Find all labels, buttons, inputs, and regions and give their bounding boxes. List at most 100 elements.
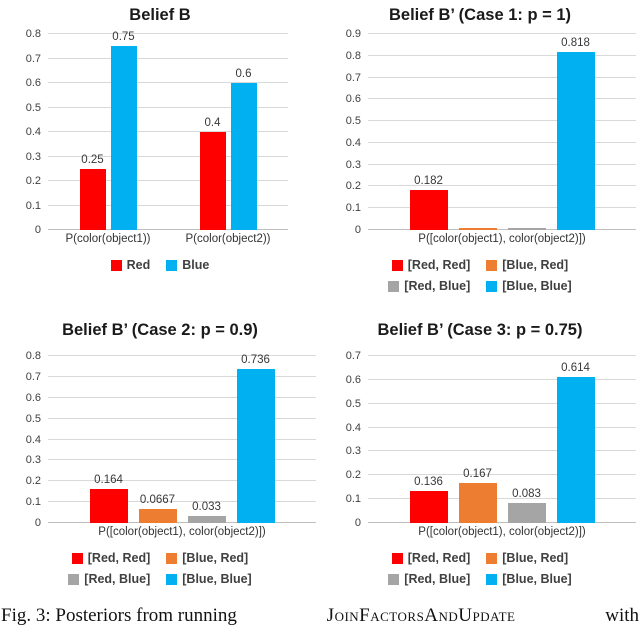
- x-axis-line: [368, 229, 636, 230]
- legend-entry: [Blue, Red]: [486, 551, 568, 565]
- gridline: [368, 98, 636, 100]
- x-category-label: P(color(object2)): [185, 233, 271, 245]
- y-tick-label: 0: [354, 517, 361, 529]
- gridline: [48, 501, 316, 503]
- legend-swatch-red-red: [391, 259, 403, 271]
- legend-entry: [Red, Blue]: [68, 572, 150, 586]
- data-label-blue-blue: 0.736: [241, 354, 270, 367]
- y-tick-label: 0.2: [25, 175, 41, 187]
- legend-swatch-red-blue: [388, 280, 400, 292]
- legend-label: [Blue, Blue]: [502, 572, 572, 586]
- gridline: [368, 33, 636, 34]
- gridline: [48, 459, 316, 461]
- legend: [Red, Red] [Blue, Red] [Red, Blue] [Blue, B…: [355, 258, 605, 293]
- legend-swatch-blue-red: [486, 259, 498, 271]
- y-tick-label: 0.6: [25, 77, 41, 89]
- gridline: [48, 375, 316, 377]
- caption-suffix: with: [605, 605, 639, 626]
- legend-entry: [Red, Red]: [391, 551, 470, 565]
- plot-area: 0 0.1 0.2 0.3 0.4 0.5 0.6 0.7 0.136 0.167 0.083 0.6…: [346, 350, 636, 529]
- y-tick-label: 0: [34, 517, 41, 529]
- gridline: [48, 106, 288, 108]
- y-tick-label: 0.5: [345, 115, 361, 128]
- bar-blue-red: [138, 509, 177, 523]
- legend-entry: [Red, Blue]: [388, 279, 470, 293]
- y-tick-label: 0.7: [25, 52, 41, 65]
- x-category-label: P([color(object1), color(object2)]): [418, 526, 586, 538]
- gridline: [48, 480, 316, 482]
- legend-label: [Red, Blue]: [404, 279, 471, 293]
- x-axis-labels: P([color(object1), color(object2)]): [48, 526, 316, 544]
- legend-label: [Red, Blue]: [404, 572, 471, 586]
- gridline: [368, 498, 636, 500]
- y-tick-label: 0.8: [25, 28, 41, 40]
- caption-algorithm-name: JoinFactorsAndUpdate: [326, 605, 516, 626]
- gridline: [368, 426, 636, 428]
- x-axis-line: [48, 229, 288, 230]
- x-axis-line: [48, 522, 316, 523]
- legend-label: [Blue, Red]: [502, 551, 569, 565]
- legend-swatch-blue-blue: [166, 573, 178, 585]
- bar-red-blue: [187, 516, 226, 523]
- bar-blue-blue: [556, 51, 595, 230]
- legend-swatch-blue: [166, 259, 178, 271]
- bar-blue-red: [458, 228, 497, 230]
- y-tick-label: 0.4: [345, 421, 361, 434]
- gridline: [368, 355, 636, 356]
- gridline: [368, 207, 636, 209]
- y-tick-label: 0.4: [25, 126, 41, 138]
- bar-blue-blue: [556, 376, 595, 523]
- gridline: [368, 185, 636, 187]
- y-tick-label: 0.1: [345, 202, 361, 215]
- legend: Red Blue: [0, 258, 320, 272]
- y-tick-label: 0.7: [345, 350, 361, 362]
- x-axis-labels: P(color(object1)) P(color(object2)): [48, 233, 288, 251]
- legend-swatch-blue-blue: [486, 280, 498, 292]
- plot-area: 0 0.1 0.2 0.3 0.4 0.5 0.6 0.7 0.8 0.9 0.182 0.818: [346, 28, 636, 236]
- gridline: [368, 141, 636, 143]
- y-tick-label: 0.4: [345, 136, 361, 149]
- chart-title: Belief B’ (Case 3: p = 0.75): [377, 321, 583, 339]
- data-label-blue: 0.75: [112, 31, 135, 44]
- y-tick-label: 0.5: [25, 101, 41, 114]
- y-tick-label: 0.3: [345, 445, 361, 458]
- gridline: [368, 120, 636, 122]
- bar-blue-blue: [236, 369, 275, 523]
- legend-label: Blue: [182, 258, 210, 272]
- y-tick-label: 0.5: [345, 397, 361, 410]
- x-axis-labels: P([color(object1), color(object2)]): [368, 233, 636, 251]
- y-tick-label: 0.3: [25, 150, 41, 163]
- bar-blue-red: [458, 483, 497, 523]
- legend-entry: [Blue, Red]: [486, 258, 568, 272]
- gridline: [48, 204, 288, 206]
- gridline: [48, 155, 288, 157]
- gridline: [48, 180, 288, 181]
- legend-entry: [Red, Blue]: [388, 572, 470, 586]
- chart-belief-b-prime-case-1: Belief B’ (Case 1: p = 1) 0 0.1 0.2 0.3 0.4 0.…: [320, 0, 640, 301]
- y-tick-label: 0.4: [25, 433, 41, 446]
- legend-swatch-red-blue: [388, 573, 400, 585]
- bar-red: [199, 132, 226, 230]
- legend-entry: Red: [110, 258, 151, 272]
- legend-label: [Blue, Blue]: [502, 279, 572, 293]
- y-tick-label: 0.2: [345, 469, 361, 482]
- legend-swatch-red: [110, 259, 122, 271]
- data-label-blue-blue: 0.614: [561, 361, 590, 374]
- legend-label: Red: [126, 258, 151, 272]
- gridline: [368, 474, 636, 476]
- chart-belief-b: Belief B 0 0.1 0.2 0.3 0.4 0.5 0.6 0.7 0.8 0.25 0.7…: [0, 0, 320, 301]
- legend-swatch-blue-red: [486, 552, 498, 564]
- charts-grid: Belief B 0 0.1 0.2 0.3 0.4 0.5 0.6 0.7 0.8 0.25 0.7…: [0, 0, 640, 586]
- plot-area: 0 0.1 0.2 0.3 0.4 0.5 0.6 0.7 0.8 0.164 0.0667 0.03…: [26, 350, 316, 529]
- y-tick-label: 0.9: [345, 28, 361, 40]
- chart-title: Belief B’ (Case 2: p = 0.9): [62, 321, 258, 339]
- x-category-label: P([color(object1), color(object2)]): [98, 526, 266, 538]
- x-axis-labels: P([color(object1), color(object2)]): [368, 526, 636, 544]
- bar-red-blue: [507, 503, 546, 523]
- gridline: [48, 82, 288, 83]
- y-tick-label: 0.6: [345, 93, 361, 106]
- legend-entry: [Blue, Blue]: [486, 279, 572, 293]
- y-tick-label: 0.2: [25, 475, 41, 488]
- legend-swatch-red-red: [391, 552, 403, 564]
- gridline: [48, 131, 288, 132]
